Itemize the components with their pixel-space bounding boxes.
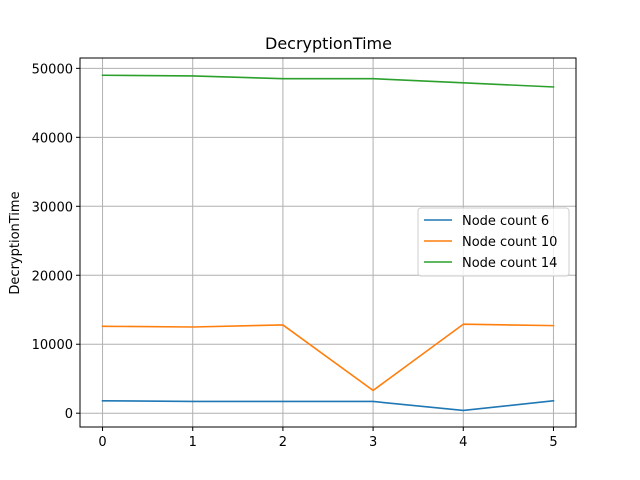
y-tick-label: 0	[65, 407, 73, 422]
legend-entry-label: Node count 10	[462, 235, 557, 250]
y-tick-label: 40000	[32, 131, 73, 146]
y-tick-label: 20000	[32, 269, 73, 284]
plot-frame	[79, 57, 577, 428]
x-tick-label: 1	[189, 435, 197, 450]
x-tick-label: 4	[459, 435, 467, 450]
y-axis-label: DecryptionTime	[8, 191, 23, 294]
x-tick-label: 2	[279, 435, 287, 450]
legend-entry-label: Node count 14	[462, 256, 557, 271]
y-tick-label: 50000	[32, 62, 73, 77]
x-tick-label: 3	[369, 435, 377, 450]
series-line-1	[101, 399, 555, 412]
x-tick-label: 5	[549, 435, 557, 450]
y-tick-label: 10000	[32, 338, 73, 353]
legend: Node count 6 Node count 10 Node count 14	[417, 207, 570, 277]
series-line-2	[101, 323, 555, 392]
legend-box	[417, 207, 570, 277]
chart-title: DecryptionTime	[265, 34, 392, 53]
axis-ticks: 0 1 2 3 4 5 0 10000 20000 30000 40000 50000	[32, 62, 558, 450]
series-lines	[101, 74, 555, 412]
series-line-3	[101, 74, 555, 88]
y-tick-label: 30000	[32, 200, 73, 215]
legend-entry-label: Node count 6	[462, 214, 549, 229]
x-tick-label: 0	[98, 435, 106, 450]
